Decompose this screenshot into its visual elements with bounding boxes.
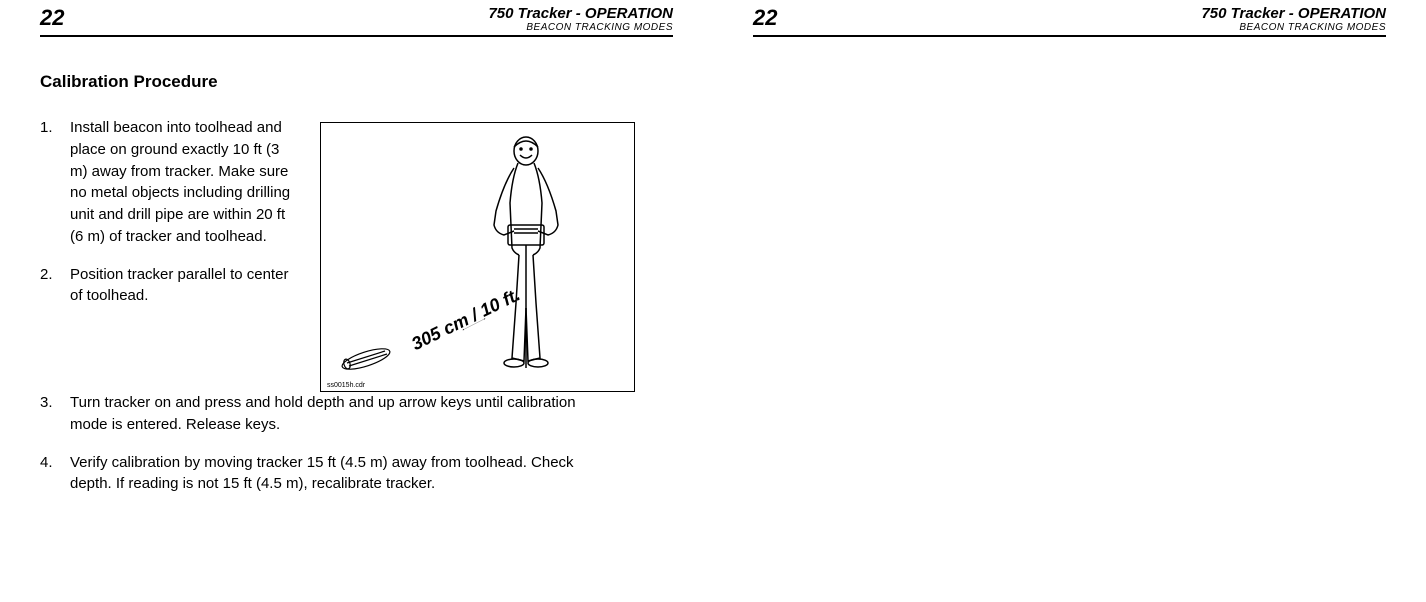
calibration-figure: 305 cm / 10 ft. ss0015h.cdr — [320, 122, 635, 392]
step-4: Verify calibration by moving tracker 15 … — [40, 452, 600, 496]
header-subtitle: BEACON TRACKING MODES — [488, 22, 673, 33]
header-right-block-right: 750 Tracker - OPERATION BEACON TRACKING … — [1201, 5, 1386, 33]
person-illustration-icon — [464, 133, 594, 373]
page-header-right: 22 750 Tracker - OPERATION BEACON TRACKI… — [753, 5, 1386, 37]
figure-caption: ss0015h.cdr — [327, 382, 365, 389]
page-number: 22 — [40, 5, 64, 31]
page-header: 22 750 Tracker - OPERATION BEACON TRACKI… — [40, 5, 673, 37]
text-column: Install beacon into toolhead and place o… — [40, 117, 300, 323]
figure-column: 305 cm / 10 ft. ss0015h.cdr — [320, 117, 635, 392]
step-2: Position tracker parallel to center of t… — [40, 264, 300, 308]
content-row: Install beacon into toolhead and place o… — [40, 117, 673, 392]
toolhead-illustration-icon — [339, 345, 394, 373]
left-page: 22 750 Tracker - OPERATION BEACON TRACKI… — [0, 0, 713, 602]
header-right-block: 750 Tracker - OPERATION BEACON TRACKING … — [488, 5, 673, 33]
header-subtitle-right: BEACON TRACKING MODES — [1201, 22, 1386, 33]
step-list: Install beacon into toolhead and place o… — [40, 117, 300, 307]
header-title: 750 Tracker - OPERATION — [488, 5, 673, 22]
page-number-right: 22 — [753, 5, 777, 31]
step-3: Turn tracker on and press and hold depth… — [40, 392, 600, 436]
step-list-continued: Turn tracker on and press and hold depth… — [40, 392, 673, 495]
right-page: 22 750 Tracker - OPERATION BEACON TRACKI… — [713, 0, 1426, 602]
step-1: Install beacon into toolhead and place o… — [40, 117, 300, 248]
header-title-right: 750 Tracker - OPERATION — [1201, 5, 1386, 22]
section-heading: Calibration Procedure — [40, 72, 673, 92]
